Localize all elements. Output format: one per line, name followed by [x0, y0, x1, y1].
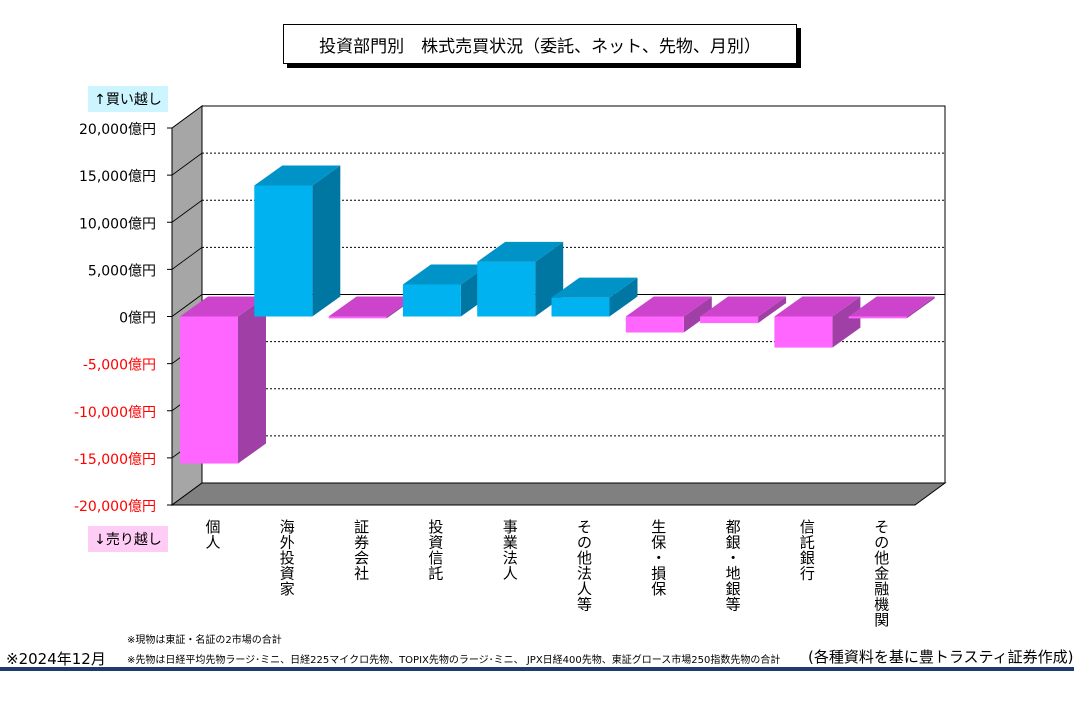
bar-side	[609, 277, 638, 317]
bar	[254, 165, 341, 317]
y-tick-label: -10,000億円	[74, 405, 156, 421]
bar-front	[625, 316, 684, 333]
bar-side	[238, 296, 266, 464]
grid-line-side	[171, 247, 203, 270]
bar	[551, 277, 638, 317]
chart-bars	[180, 165, 935, 464]
y-tick-label: 20,000億円	[79, 122, 156, 138]
bar	[180, 296, 266, 464]
x-tick-label: その他金融機関	[874, 518, 889, 629]
grid-line-side	[171, 199, 203, 223]
bar	[700, 296, 787, 324]
y-tick-label: -15,000億円	[74, 452, 156, 468]
bar	[774, 296, 861, 348]
x-tick-label: 信託銀行	[800, 518, 815, 583]
y-tick-labels: 20,000億円 15,000億円 10,000億円 5,000億円 0億円 -5,000…	[74, 122, 156, 515]
grid-line-side	[171, 152, 203, 176]
bar-front	[774, 316, 833, 348]
bar-side	[683, 296, 712, 333]
chart-title: 投資部門別 株式売買状況（委託、ネット、先物、月別）	[283, 24, 797, 64]
bar-top	[402, 264, 489, 285]
bar-top	[180, 296, 266, 317]
bar-top	[848, 296, 935, 317]
bar-chart: 20,000億円 15,000億円 10,000億円 5,000億円 0億円 -5,000…	[74, 105, 947, 629]
x-tick-label: 個人	[205, 518, 220, 552]
bar-side	[906, 296, 935, 319]
sell-label: ↓売り越し	[88, 526, 168, 552]
x-tick-label: 事業法人	[503, 518, 518, 583]
bar-side	[312, 165, 341, 317]
y-tick-label: -20,000億円	[74, 499, 156, 515]
bottom-rule	[0, 667, 1074, 671]
bar-top	[774, 296, 861, 317]
bar-front	[700, 316, 759, 324]
zero-line-side	[171, 294, 203, 317]
y-tick-label: -5,000億円	[83, 358, 156, 374]
as-of-date: ※2024年12月	[6, 650, 106, 668]
bar-side	[758, 296, 787, 324]
bar-top	[477, 241, 564, 262]
x-tick-label: 海外投資家	[280, 518, 295, 598]
x-tick-label: 証券会社	[354, 518, 369, 583]
y-tick-label: 0億円	[119, 311, 156, 327]
bar	[625, 296, 712, 333]
floor	[170, 482, 947, 506]
x-tick-label: 都銀・地銀等	[726, 518, 741, 614]
bar-top	[328, 296, 415, 317]
bar-front	[477, 261, 536, 317]
buy-label: ↑買い越し	[88, 86, 168, 112]
x-tick-labels: 個人 海外投資家 証券会社 投資信託 事業法人 その他法人等 生保・損保 都銀・地銀等 信託銀行…	[205, 518, 889, 629]
bar-front	[402, 284, 461, 317]
bar-top	[700, 296, 787, 317]
spot-note: ※現物は東証・名証の2市場の合計	[127, 635, 282, 646]
y-tick-label: 5,000億円	[88, 263, 156, 279]
x-tick-label: 投資信託	[428, 518, 443, 583]
bar-front	[848, 316, 907, 319]
bar-front	[328, 316, 387, 319]
x-tick-label: 生保・損保	[651, 518, 666, 598]
bar-top	[625, 296, 712, 317]
x-tick-label: その他法人等	[577, 518, 592, 614]
bar-front	[551, 297, 610, 317]
source-note: (各種資料を基に豊トラスティ証券作成)	[808, 648, 1074, 666]
y-tick-label: 10,000億円	[79, 216, 156, 232]
bar	[477, 241, 564, 317]
bar-top	[551, 277, 638, 298]
bar-top	[254, 165, 341, 186]
bar-front	[254, 185, 313, 317]
bar-front	[180, 316, 238, 464]
futures-note: ※先物は日経平均先物ラージ･ミニ、日経225マイクロ先物、TOPIX先物のラージ…	[127, 655, 781, 666]
y-tick-label: 15,000億円	[79, 169, 156, 185]
bar	[848, 296, 935, 319]
bar-side	[832, 296, 861, 348]
